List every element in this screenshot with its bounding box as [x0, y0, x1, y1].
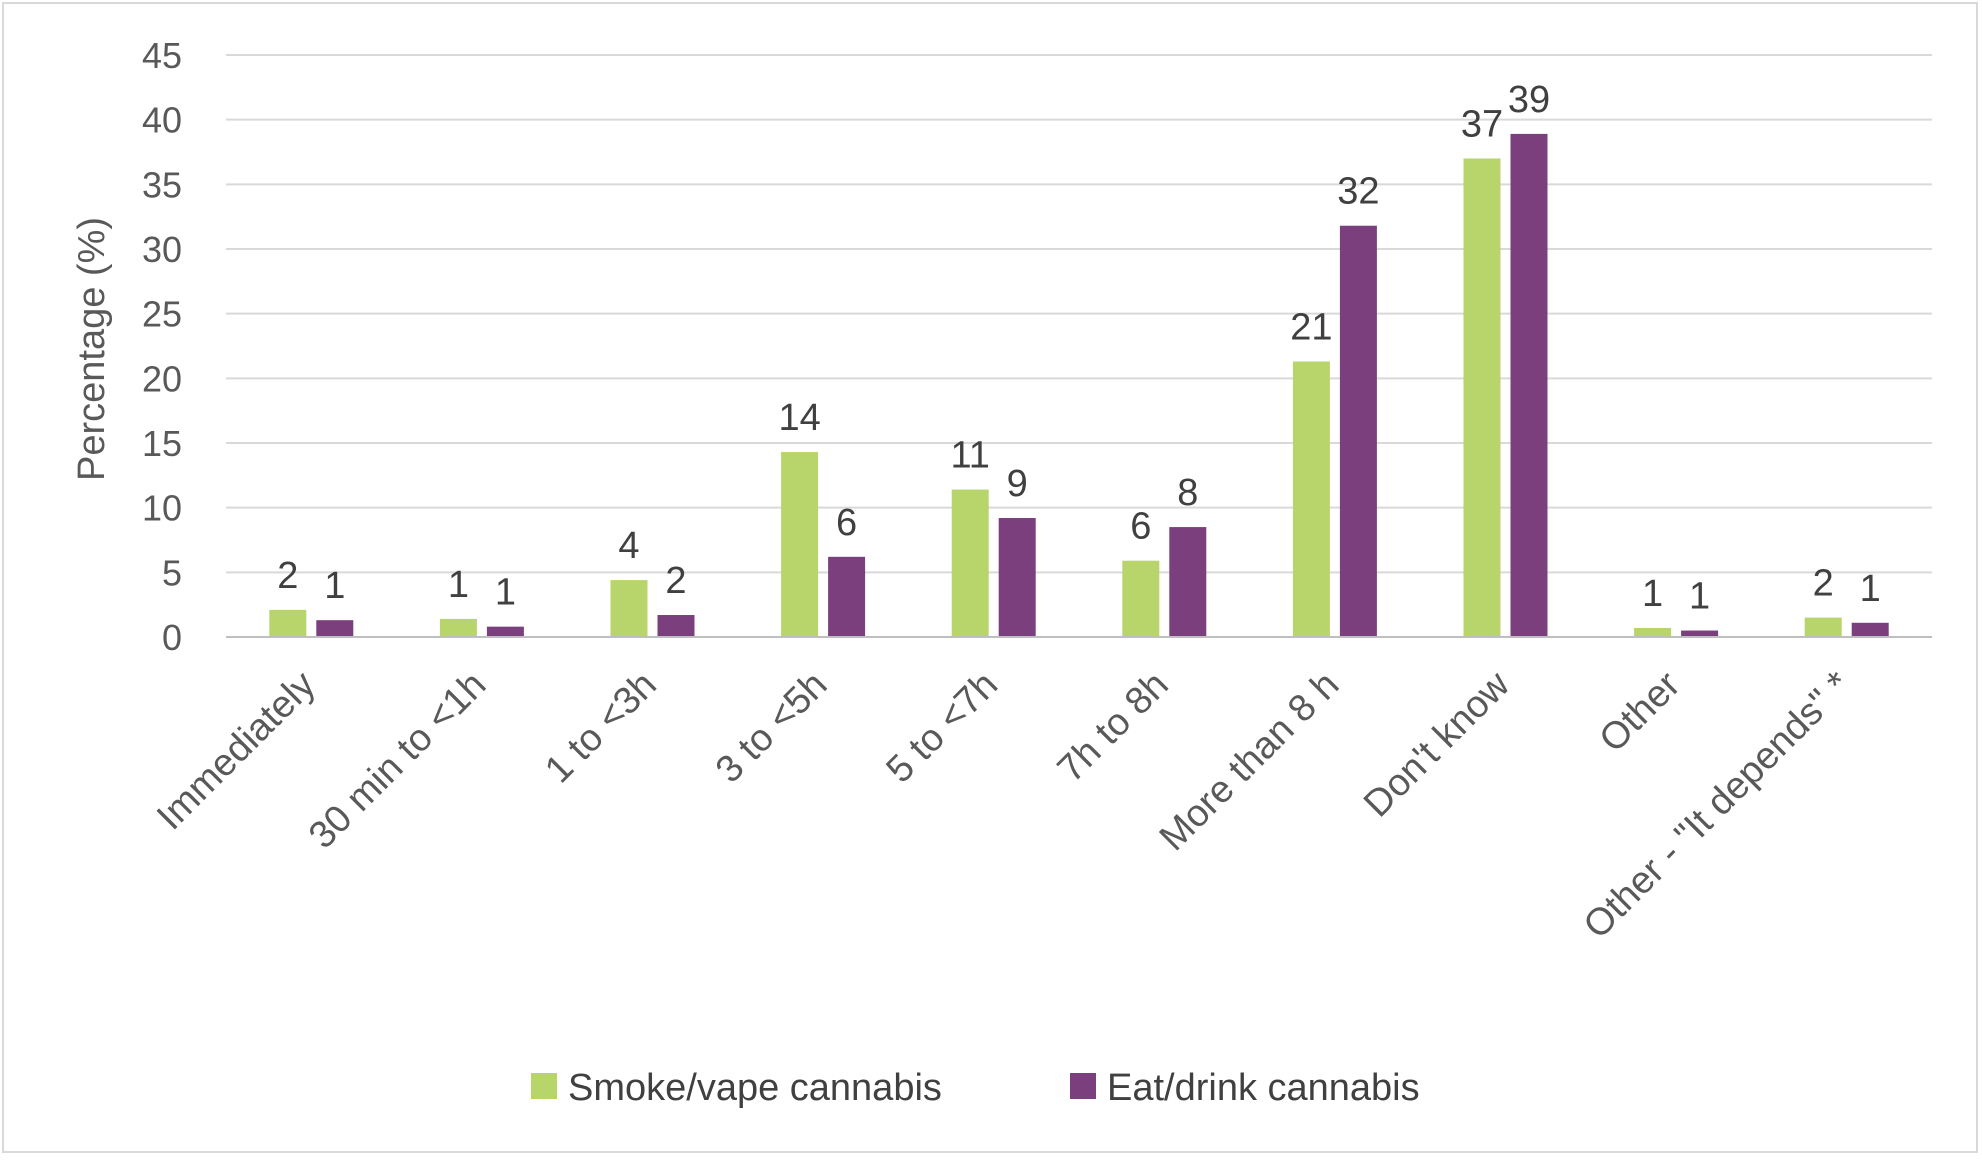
data-label: 1	[1689, 576, 1710, 618]
bar-eat	[657, 615, 695, 637]
gridlines	[226, 54, 1932, 574]
x-category-label: 7h to 8h	[1050, 664, 1177, 791]
y-tick-label: 10	[142, 488, 182, 529]
bar-smoke	[1634, 627, 1672, 637]
data-label: 9	[1007, 463, 1028, 505]
data-label: 37	[1461, 103, 1503, 145]
bar-smoke	[439, 618, 477, 637]
x-category-label: Don't know	[1356, 663, 1518, 825]
bar-smoke	[610, 580, 648, 637]
bar-eat	[1510, 133, 1548, 638]
y-tick-label: 0	[162, 617, 182, 658]
y-axis-ticks: 0 5 10 15 20 25 30 35 40 45	[142, 35, 182, 658]
data-label: 1	[1642, 573, 1663, 615]
bar-eat	[316, 620, 354, 637]
legend-swatch-eat	[1070, 1073, 1096, 1099]
x-category-label: 1 to <3h	[537, 664, 665, 792]
legend-swatch-smoke	[531, 1073, 557, 1099]
data-label: 1	[448, 564, 469, 606]
y-tick-label: 25	[142, 294, 182, 335]
data-label: 1	[324, 565, 345, 607]
data-label: 1	[495, 572, 516, 614]
bar-smoke	[1122, 560, 1160, 637]
bar-eat	[1851, 622, 1889, 637]
x-category-label: 3 to <5h	[708, 664, 836, 792]
x-category-label: 30 min to <1h	[301, 664, 494, 857]
y-tick-label: 35	[142, 164, 182, 205]
y-tick-label: 40	[142, 100, 182, 141]
data-label: 14	[778, 397, 820, 439]
legend: Smoke/vape cannabis Eat/drink cannabis	[531, 1067, 1420, 1109]
data-label: 2	[277, 555, 298, 597]
bar-smoke	[1292, 361, 1330, 637]
data-label: 6	[836, 502, 857, 544]
bar-eat	[1169, 527, 1207, 637]
bar-smoke	[781, 452, 819, 637]
data-label: 32	[1337, 171, 1379, 213]
bar-eat	[998, 518, 1036, 637]
data-label: 2	[665, 560, 686, 602]
x-category-label: More than 8 h	[1152, 664, 1348, 860]
x-category-label: Immediately	[149, 664, 324, 839]
data-label: 21	[1290, 307, 1332, 349]
data-label: 8	[1177, 472, 1198, 514]
bar-smoke	[1804, 617, 1842, 637]
bar-smoke	[951, 489, 989, 637]
data-label: 11	[950, 435, 989, 477]
data-label: 1	[1860, 568, 1881, 610]
y-tick-label: 20	[142, 358, 182, 399]
x-category-label: 5 to <7h	[878, 664, 1006, 792]
bar-eat	[828, 556, 866, 637]
y-tick-label: 15	[142, 423, 182, 464]
bar-eat	[1681, 630, 1719, 637]
y-tick-label: 5	[162, 552, 182, 593]
bars	[269, 133, 1889, 638]
bar-eat	[486, 626, 524, 637]
data-label: 6	[1130, 506, 1151, 548]
legend-label-smoke: Smoke/vape cannabis	[568, 1067, 942, 1109]
y-tick-label: 45	[142, 35, 182, 76]
bar-smoke	[1463, 158, 1501, 637]
legend-label-eat: Eat/drink cannabis	[1107, 1067, 1420, 1109]
y-tick-label: 30	[142, 229, 182, 270]
data-label: 4	[618, 525, 639, 567]
bar-smoke	[269, 609, 307, 637]
y-axis-title: Percentage (%)	[71, 217, 113, 481]
data-label: 39	[1508, 79, 1550, 121]
bar-eat	[1339, 225, 1377, 637]
x-category-label: Other	[1592, 663, 1689, 760]
data-label: 2	[1813, 563, 1834, 605]
